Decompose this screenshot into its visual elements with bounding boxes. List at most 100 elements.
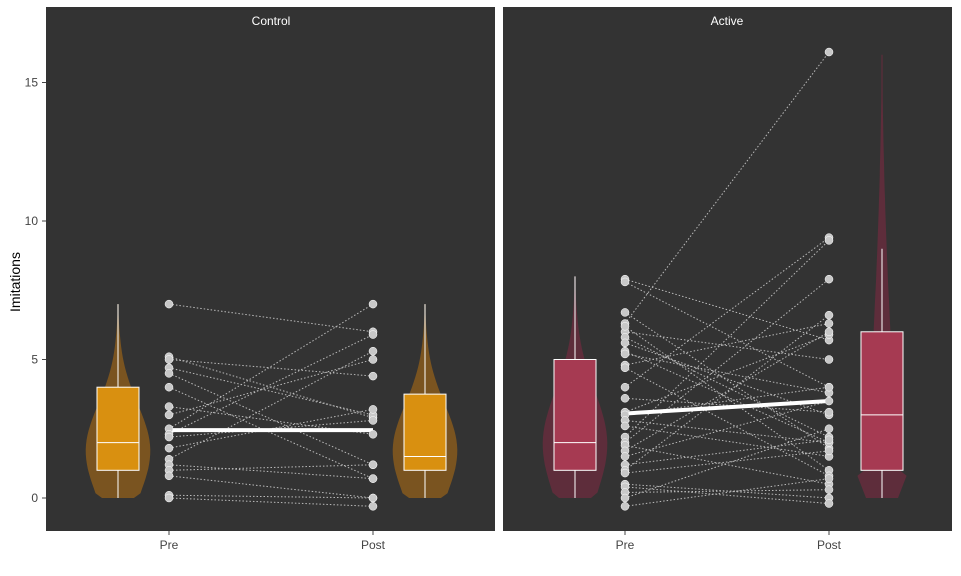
point-post-control-8 — [368, 299, 378, 309]
point-pre-control-4 — [164, 369, 174, 378]
point-pre-active-11 — [620, 363, 630, 373]
boxplot-pre-active-box — [553, 359, 597, 471]
point-pre-active-29 — [620, 493, 630, 503]
point-pre-control-7 — [164, 410, 174, 420]
boxplot-post-control-box — [403, 393, 447, 471]
point-post-control-9 — [368, 330, 378, 339]
pair-line-active-17 — [624, 425, 830, 457]
pair-line-control-4 — [168, 372, 374, 466]
point-post-control-16 — [368, 493, 378, 503]
point-post-control-7 — [368, 355, 378, 364]
panel-control-marks — [85, 299, 458, 511]
point-post-active-23 — [824, 435, 834, 445]
point-pre-active-5 — [620, 322, 630, 331]
y-axis: 0 5 10 15 — [25, 76, 830, 535]
point-pre-active-13 — [620, 394, 630, 403]
pair-line-active-13 — [624, 397, 830, 413]
point-pre-control-11 — [164, 443, 174, 453]
y-tick-label-0: 0 — [31, 491, 38, 505]
x-tick-label-pre-control: Pre — [160, 538, 179, 552]
point-post-control-11 — [368, 405, 378, 414]
point-pre-active-9 — [620, 349, 630, 359]
point-post-active-15 — [824, 382, 834, 392]
point-pre-active-12 — [620, 382, 630, 392]
point-post-active-18 — [824, 236, 834, 245]
pair-line-active-27 — [624, 486, 830, 505]
pair-line-active-4 — [624, 331, 830, 360]
pair-line-active-0 — [624, 278, 830, 341]
y-tick-label-15: 15 — [25, 76, 39, 90]
point-post-active-30 — [824, 474, 834, 483]
point-post-active-3 — [824, 47, 834, 57]
point-pre-control-0 — [164, 299, 174, 309]
pair-line-control-0 — [168, 303, 374, 333]
pair-line-active-7 — [624, 342, 830, 416]
pair-line-active-8 — [624, 350, 830, 444]
point-pre-active-7 — [620, 338, 630, 348]
point-pre-active-30 — [620, 502, 630, 511]
pair-line-active-22 — [624, 400, 830, 457]
point-post-active-29 — [824, 424, 834, 433]
pair-line-active-25 — [624, 450, 830, 474]
pair-line-control-5 — [168, 386, 374, 480]
pair-line-active-30 — [624, 478, 830, 507]
point-post-active-10 — [824, 319, 834, 328]
x-tick-label-pre-active: Pre — [616, 538, 635, 552]
pair-line-control-14 — [168, 464, 374, 471]
point-post-active-25 — [824, 446, 834, 456]
pair-line-active-19 — [624, 278, 830, 443]
pair-line-control-17 — [168, 497, 374, 507]
y-axis-label: Imitations — [7, 252, 23, 312]
pair-line-active-15 — [624, 386, 830, 416]
boxplot-pre-control-box — [96, 386, 140, 471]
pair-line-active-28 — [624, 489, 830, 493]
pair-line-control-2 — [168, 359, 374, 377]
x-tick-label-post-active: Post — [817, 538, 842, 552]
pair-line-control-15 — [168, 475, 374, 499]
point-pre-control-15 — [164, 471, 174, 481]
panel-active-marks — [542, 47, 907, 511]
point-post-control-17 — [368, 502, 378, 511]
point-post-active-19 — [824, 274, 834, 284]
panel-active-title: Active — [711, 14, 744, 28]
point-pre-active-22 — [620, 452, 630, 461]
pair-line-control-9 — [168, 334, 374, 435]
point-post-control-12 — [368, 346, 378, 356]
point-post-active-13 — [824, 407, 834, 417]
point-post-active-22 — [824, 396, 834, 406]
pair-line-active-2 — [624, 311, 830, 449]
pair-line-active-23 — [624, 439, 830, 466]
pair-line-control-13 — [168, 464, 374, 480]
point-post-active-27 — [824, 499, 834, 508]
pair-line-control-8 — [168, 303, 374, 430]
point-pre-control-6 — [164, 402, 174, 411]
point-post-control-14 — [368, 460, 378, 470]
point-pre-control-2 — [164, 355, 174, 364]
point-post-control-13 — [368, 474, 378, 483]
pair-line-active-12 — [624, 237, 830, 388]
point-post-control-6 — [368, 430, 378, 439]
point-post-control-2 — [368, 371, 378, 381]
point-post-active-24 — [824, 310, 834, 320]
x-tick-label-post-control: Post — [361, 538, 386, 552]
pair-line-active-29 — [624, 428, 830, 499]
point-pre-active-17 — [620, 421, 630, 431]
pair-line-active-16 — [624, 419, 830, 444]
point-post-active-21 — [824, 327, 834, 337]
point-post-active-4 — [824, 355, 834, 364]
point-pre-control-17 — [164, 493, 174, 503]
point-pre-active-1 — [620, 277, 630, 287]
boxplot-post-active-box — [860, 331, 904, 471]
point-post-control-10 — [368, 416, 378, 425]
y-tick-label-10: 10 — [25, 214, 39, 228]
mean-line-active — [624, 399, 830, 416]
point-pre-active-2 — [620, 308, 630, 317]
pair-line-control-16 — [168, 494, 374, 499]
point-post-active-28 — [824, 485, 834, 494]
point-pre-control-5 — [164, 382, 174, 392]
panel-active: Active Pre Post — [503, 7, 952, 552]
point-pre-control-10 — [164, 432, 174, 442]
pair-line-active-14 — [624, 334, 830, 413]
pair-line-active-24 — [624, 314, 830, 471]
